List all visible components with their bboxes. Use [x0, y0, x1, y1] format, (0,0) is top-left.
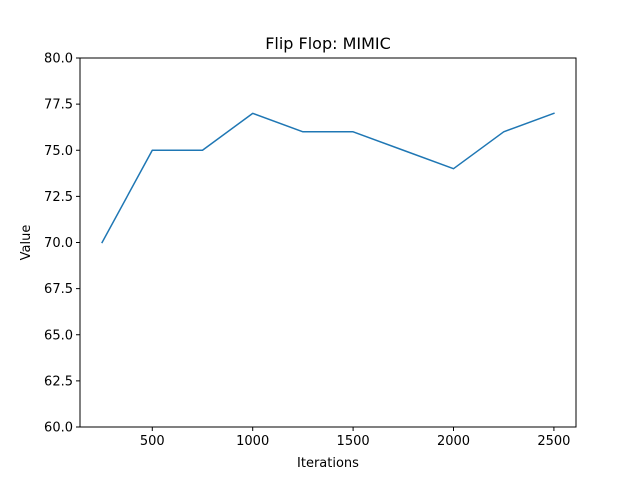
series-line: [101, 112, 555, 244]
y-tick-label: 72.5: [44, 190, 73, 205]
y-tick-label: 77.5: [44, 98, 73, 113]
x-tick-label: 1500: [337, 434, 370, 449]
x-tick-label: 1000: [236, 434, 269, 449]
y-tick-label: 65.0: [44, 328, 73, 343]
y-axis-ticks: 60.0 62.5 65.0 67.5 70.0 72.5 75.0 77.5 80.0: [44, 52, 80, 436]
y-tick-label: 80.0: [44, 52, 73, 67]
x-tick-label: 2000: [437, 434, 470, 449]
y-tick-label: 67.5: [44, 282, 73, 297]
y-axis-label: Value: [19, 225, 34, 261]
y-tick-label: 60.0: [44, 421, 73, 436]
axes-frame: [79, 57, 577, 428]
y-tick-label: 75.0: [44, 144, 73, 159]
x-tick-label: 500: [140, 434, 165, 449]
x-tick-label: 2500: [537, 434, 570, 449]
y-tick-label: 70.0: [44, 236, 73, 251]
x-axis-ticks: 500 1000 1500 2000 2500: [140, 427, 570, 449]
x-axis-label: Iterations: [297, 456, 359, 471]
plot-area: [101, 112, 555, 244]
chart-title: Flip Flop: MIMIC: [265, 34, 391, 53]
y-tick-label: 62.5: [44, 374, 73, 389]
